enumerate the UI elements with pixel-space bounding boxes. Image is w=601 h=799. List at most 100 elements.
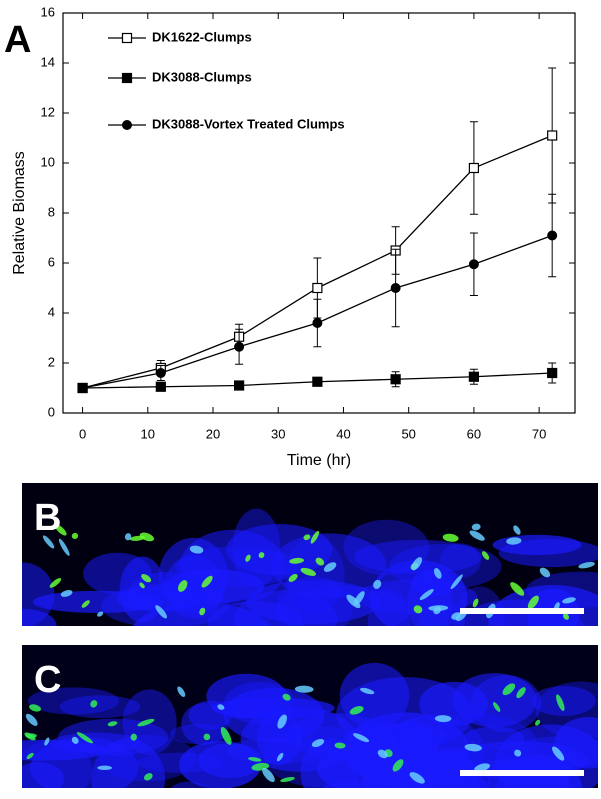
cell	[90, 700, 98, 708]
cell	[506, 537, 522, 545]
cell	[472, 598, 479, 608]
y-tick-label: 16	[41, 4, 55, 19]
cell	[199, 607, 206, 616]
chart: 0 2 4 6 8 10 12 14 16 0 10 20 30 40 50 60 70 Time (hr) Rel…	[11, 4, 576, 469]
cell	[450, 574, 463, 590]
x-axis-title: Time (hr)	[287, 452, 351, 469]
stain	[343, 519, 430, 576]
cell	[42, 535, 55, 549]
stain	[27, 687, 120, 715]
cell	[124, 533, 132, 541]
stain	[22, 562, 55, 626]
marker	[121, 72, 133, 84]
cell	[155, 605, 168, 619]
cell	[434, 715, 452, 723]
cell	[276, 752, 284, 762]
cell	[552, 746, 565, 761]
cell	[262, 767, 275, 783]
cell	[107, 721, 118, 727]
cell	[492, 702, 501, 712]
marker	[122, 120, 132, 130]
cell	[539, 567, 551, 578]
cell	[502, 683, 516, 696]
stain	[389, 543, 502, 590]
cell	[464, 743, 482, 752]
cell	[26, 752, 34, 760]
cell	[510, 582, 525, 596]
stain	[353, 539, 483, 574]
y-tick-label: 6	[48, 254, 55, 269]
stain	[367, 588, 410, 626]
cell	[139, 582, 145, 589]
cell	[360, 687, 375, 695]
cell	[277, 714, 287, 729]
x-tick-label: 20	[206, 426, 220, 441]
cell	[334, 742, 346, 749]
cell	[392, 759, 404, 772]
stain	[531, 685, 596, 716]
cell	[442, 533, 459, 542]
cell	[373, 579, 382, 589]
stain	[188, 700, 232, 730]
marker	[468, 259, 479, 270]
cell	[451, 612, 461, 620]
marker	[468, 162, 480, 174]
cell	[411, 557, 423, 571]
y-tick-label: 0	[48, 404, 55, 419]
cell	[49, 578, 62, 588]
cell	[143, 773, 153, 781]
cell	[217, 704, 225, 710]
stain	[275, 585, 411, 626]
cell	[139, 532, 154, 542]
cell	[563, 613, 570, 620]
x-tick-label: 40	[336, 426, 350, 441]
x-tick-label: 10	[141, 426, 155, 441]
cell	[60, 590, 73, 597]
marker	[121, 32, 133, 44]
cell	[189, 545, 204, 554]
cell	[474, 763, 491, 772]
marker	[77, 383, 88, 393]
marker	[547, 367, 558, 379]
stain	[240, 706, 358, 772]
legend-label: DK3088-Vortex Treated Clumps	[152, 116, 345, 131]
cell	[178, 580, 188, 592]
stain	[498, 538, 598, 568]
marker	[390, 374, 401, 385]
cell	[97, 765, 112, 771]
cell	[413, 605, 423, 614]
x-tick-label: 0	[79, 426, 86, 441]
marker	[468, 371, 480, 382]
cell	[71, 532, 79, 540]
stain	[116, 586, 200, 612]
marker	[312, 282, 323, 294]
x-tick-label: 30	[271, 426, 285, 441]
cell	[578, 561, 595, 569]
stain	[59, 695, 141, 719]
cell	[311, 738, 325, 748]
marker	[155, 381, 166, 392]
cell	[294, 685, 314, 693]
cell	[433, 568, 442, 579]
cell	[44, 737, 50, 746]
cell	[177, 686, 186, 697]
y-tick-label: 12	[41, 104, 55, 119]
stain	[452, 673, 537, 728]
cell	[29, 704, 41, 712]
cell	[481, 551, 490, 560]
micrograph: B	[22, 483, 598, 626]
cell	[58, 538, 70, 556]
legend-label: DK3088-Clumps	[152, 69, 252, 84]
cell	[76, 732, 94, 744]
cell	[471, 523, 481, 531]
marker	[390, 283, 401, 293]
marker	[234, 341, 245, 352]
y-axis-title: Relative Biomass	[11, 151, 28, 275]
cell	[289, 557, 305, 564]
stain	[411, 569, 455, 597]
panel-label: C	[34, 659, 61, 701]
stain	[275, 576, 352, 626]
plot-frame	[62, 12, 576, 414]
cell	[377, 749, 388, 759]
stain	[439, 543, 481, 579]
